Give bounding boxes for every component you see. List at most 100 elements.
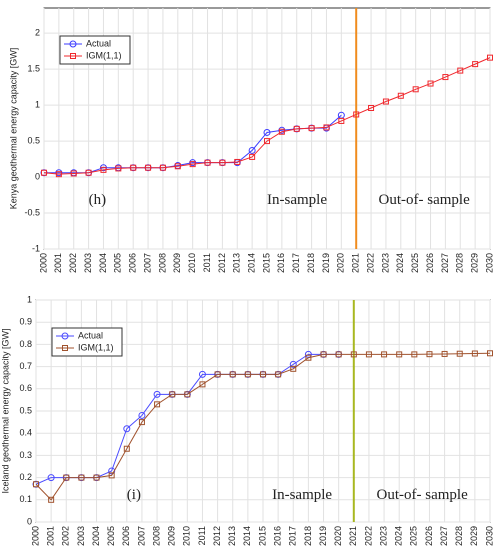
point [289, 360, 297, 368]
point [33, 481, 39, 488]
y-tick-label: 0.6 [19, 383, 32, 393]
point [130, 164, 137, 171]
y-tick-label: 0.5 [19, 405, 32, 415]
x-tick-label: 2021 [348, 526, 358, 546]
point [350, 351, 357, 358]
x-tick-label: 2016 [276, 253, 286, 273]
y-tick-label: -1 [32, 243, 40, 253]
x-tick-label: 2015 [257, 526, 267, 546]
point [293, 125, 300, 132]
point [472, 61, 479, 68]
legend-marker [62, 345, 68, 351]
x-tick-label: 2010 [182, 526, 192, 546]
x-tick-label: 2022 [363, 526, 373, 546]
chart: 0 0.1 0.2 0.3 0.4 0.5 0.6 0.7 0.8 0.9 1 2000 2001 200… [0, 294, 494, 546]
x-tick-label: 2017 [291, 253, 301, 273]
y-tick-label: 0.1 [19, 494, 32, 504]
point [249, 153, 256, 160]
chart: -1 -0.5 0 0.5 1 1.5 2 2000 2001 2002 2003 2004 2005 2… [8, 7, 494, 273]
x-tick-label: 2029 [469, 526, 479, 546]
point [154, 401, 161, 408]
point [100, 166, 107, 173]
x-tick-label: 2001 [46, 526, 56, 546]
point [123, 425, 131, 433]
x-tick-label: 2027 [440, 253, 450, 273]
point [159, 164, 166, 171]
y-tick-label: 0.7 [19, 361, 32, 371]
point [263, 128, 271, 136]
x-tick-label: 2024 [395, 253, 405, 273]
x-tick-label: 2027 [439, 526, 449, 546]
point [138, 411, 146, 419]
x-tick-label: 2026 [425, 253, 435, 273]
point [335, 351, 342, 358]
point [169, 391, 176, 398]
point [426, 351, 433, 358]
y-axis-label: Kenya geothermal energy capacity [GW] [8, 48, 18, 210]
annotation: (i) [127, 487, 141, 503]
x-tick-label: 2014 [242, 526, 252, 546]
legend-marker [61, 332, 69, 340]
point [353, 111, 360, 118]
point [244, 371, 251, 378]
point [275, 371, 282, 378]
point [305, 354, 312, 361]
x-tick-label: 2011 [197, 526, 207, 545]
point [123, 445, 130, 452]
point [48, 496, 55, 503]
legend-label: IGM(1,1) [78, 342, 114, 352]
y-tick-label: 0 [27, 516, 32, 526]
point [145, 164, 152, 171]
x-tick-label: 2019 [318, 526, 328, 546]
x-tick-label: 2002 [68, 253, 78, 273]
x-tick-label: 2008 [151, 526, 161, 546]
x-tick-label: 2009 [167, 526, 177, 546]
legend-marker [69, 40, 77, 48]
point [47, 474, 55, 482]
x-tick-label: 2000 [30, 526, 40, 546]
point [457, 67, 464, 74]
y-tick-label: 0.3 [19, 450, 32, 460]
x-tick-label: 2028 [454, 526, 464, 546]
point [248, 146, 256, 154]
point [189, 161, 196, 168]
point [85, 169, 92, 176]
x-tick-label: 2014 [247, 253, 257, 273]
x-tick-label: 2002 [61, 526, 71, 546]
legend-label: Actual [86, 38, 111, 48]
point [381, 351, 388, 358]
series-line [35, 352, 491, 501]
x-tick-label: 2022 [365, 253, 375, 273]
x-tick-label: 2010 [187, 253, 197, 273]
point [78, 474, 85, 481]
x-tick-label: 2018 [306, 253, 316, 273]
point [323, 124, 330, 131]
point [456, 350, 463, 357]
x-tick-label: 2016 [273, 526, 283, 546]
x-tick-label: 2028 [455, 253, 465, 273]
point [108, 472, 115, 479]
point [427, 80, 434, 87]
x-tick-label: 2013 [232, 253, 242, 273]
x-tick-label: 2000 [38, 253, 48, 273]
y-tick-label: -0.5 [24, 207, 40, 217]
x-tick-label: 2030 [484, 253, 494, 273]
point [368, 104, 375, 111]
point [70, 170, 77, 177]
point [174, 163, 181, 170]
x-tick-label: 2025 [409, 526, 419, 546]
point [320, 351, 327, 358]
point [55, 171, 62, 178]
point [198, 370, 206, 378]
x-tick-label: 2012 [212, 526, 222, 546]
point [184, 391, 191, 398]
x-tick-label: 2024 [394, 526, 404, 546]
point [138, 419, 145, 426]
series-line [43, 57, 491, 175]
legend-label: Actual [78, 330, 103, 340]
x-tick-label: 2005 [106, 526, 116, 546]
x-tick-label: 2018 [303, 526, 313, 546]
point [234, 158, 241, 165]
annotation: Out-of- sample [377, 487, 469, 503]
